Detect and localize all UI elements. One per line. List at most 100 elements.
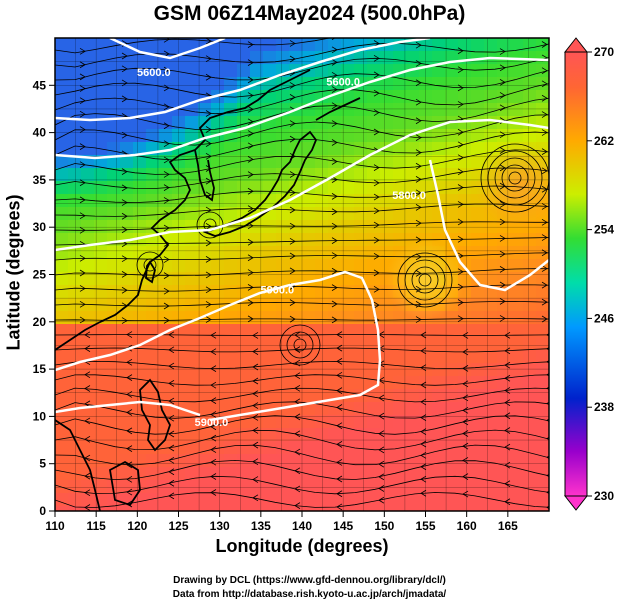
stream-arrow bbox=[373, 236, 380, 244]
field-cell bbox=[211, 428, 225, 442]
field-cell bbox=[315, 337, 329, 351]
field-cell bbox=[510, 467, 524, 481]
field-cell bbox=[471, 272, 485, 286]
field-cell bbox=[237, 272, 251, 286]
stream-arrow bbox=[546, 373, 549, 377]
field-cell bbox=[380, 389, 394, 403]
field-cell bbox=[68, 389, 82, 403]
stream-arrow bbox=[331, 120, 338, 127]
field-cell bbox=[250, 506, 264, 511]
field-cell bbox=[237, 506, 251, 511]
stream-arrow bbox=[457, 184, 464, 191]
field-cell bbox=[172, 77, 186, 91]
contour-5600 bbox=[55, 38, 431, 122]
field-cell bbox=[328, 285, 342, 299]
field-cell bbox=[315, 220, 329, 234]
stream-arrow bbox=[499, 64, 506, 72]
field-cell bbox=[263, 324, 277, 338]
field-cell bbox=[146, 363, 160, 377]
field-cell bbox=[211, 272, 225, 286]
stream-arrow bbox=[331, 300, 338, 308]
stream-arrow bbox=[331, 158, 338, 165]
field-cell bbox=[198, 324, 212, 338]
stream-arrow bbox=[541, 148, 548, 155]
field-cell bbox=[250, 90, 264, 104]
field-cell bbox=[406, 181, 420, 195]
field-cell bbox=[458, 64, 472, 78]
field-cell bbox=[94, 428, 108, 442]
field-cell bbox=[445, 454, 459, 468]
field-cell bbox=[497, 38, 511, 52]
x-tick-label: 155 bbox=[415, 519, 435, 533]
field-cell bbox=[276, 129, 290, 143]
streamline bbox=[55, 444, 549, 466]
field-cell bbox=[172, 493, 186, 507]
stream-arrow bbox=[210, 348, 217, 356]
field-cell bbox=[250, 428, 264, 442]
field-cell bbox=[510, 103, 524, 117]
field-cell bbox=[172, 363, 186, 377]
field-cell bbox=[224, 493, 238, 507]
field-cell bbox=[55, 142, 69, 156]
stream-arrow bbox=[457, 141, 464, 149]
field-cell bbox=[68, 363, 82, 377]
field-cell bbox=[263, 259, 277, 273]
stream-arrow bbox=[84, 400, 91, 408]
stream-arrow bbox=[378, 412, 385, 420]
field-cell bbox=[133, 324, 147, 338]
field-cell bbox=[393, 506, 407, 511]
field-cell bbox=[328, 311, 342, 325]
field-cell bbox=[107, 207, 121, 221]
field-cell bbox=[484, 454, 498, 468]
field-cell bbox=[328, 246, 342, 260]
field-cell bbox=[146, 207, 160, 221]
field-cell bbox=[458, 90, 472, 104]
stream-arrow bbox=[163, 317, 170, 324]
field-cell bbox=[107, 246, 121, 260]
field-cell bbox=[146, 506, 160, 511]
field-cell bbox=[367, 233, 381, 247]
field-cell bbox=[523, 51, 537, 65]
field-cell bbox=[471, 480, 485, 494]
field-cell bbox=[172, 155, 186, 169]
field-cell bbox=[133, 142, 147, 156]
field-cell bbox=[263, 298, 277, 312]
field-cell bbox=[315, 428, 329, 442]
field-cell bbox=[55, 64, 69, 78]
field-cell bbox=[237, 363, 251, 377]
field-cell bbox=[185, 38, 199, 52]
field-cell bbox=[419, 467, 433, 481]
field-cell bbox=[393, 168, 407, 182]
field-cell bbox=[198, 64, 212, 78]
field-cell bbox=[302, 506, 316, 511]
contour-5900-north bbox=[55, 270, 382, 422]
field-cell bbox=[237, 337, 251, 351]
field-cell bbox=[510, 129, 524, 143]
streamline bbox=[55, 492, 549, 508]
streamline bbox=[55, 131, 549, 161]
field-cell bbox=[432, 493, 446, 507]
field-cell bbox=[510, 454, 524, 468]
stream-arrow bbox=[499, 131, 506, 139]
field-cell bbox=[120, 272, 134, 286]
stream-arrow bbox=[415, 236, 422, 244]
x-tick-label: 115 bbox=[86, 519, 106, 533]
field-cell bbox=[497, 337, 511, 351]
stream-arrow bbox=[331, 71, 338, 79]
field-cell bbox=[341, 350, 355, 364]
stream-arrow bbox=[210, 473, 217, 480]
field-cell bbox=[354, 350, 368, 364]
field-cell bbox=[484, 480, 498, 494]
stream-arrow bbox=[373, 164, 380, 171]
field-cell bbox=[81, 207, 95, 221]
field-cell bbox=[354, 454, 368, 468]
field-cell bbox=[497, 77, 511, 91]
stream-arrow bbox=[420, 451, 427, 459]
field-cell bbox=[289, 480, 303, 494]
stream-arrow bbox=[499, 281, 506, 289]
field-cell bbox=[198, 467, 212, 481]
field-cell bbox=[393, 38, 407, 52]
field-cell bbox=[276, 350, 290, 364]
field-cell bbox=[107, 298, 121, 312]
stream-arrow bbox=[163, 122, 170, 130]
